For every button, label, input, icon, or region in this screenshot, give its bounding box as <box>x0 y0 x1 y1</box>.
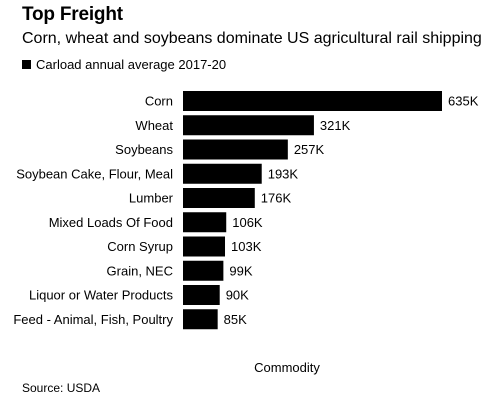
category-label: Feed - Animal, Fish, Poultry <box>13 312 173 327</box>
value-label: 321K <box>320 118 351 133</box>
value-label: 635K <box>448 94 479 109</box>
bar <box>183 309 218 330</box>
value-label: 90K <box>226 288 249 303</box>
category-label: Liquor or Water Products <box>29 288 174 303</box>
source-note: Source: USDA <box>22 381 101 395</box>
legend: Carload annual average 2017-20 <box>22 57 226 72</box>
category-label: Corn Syrup <box>107 239 173 254</box>
category-label: Soybean Cake, Flour, Meal <box>16 166 173 181</box>
bar <box>183 188 255 208</box>
chart-title: Top Freight <box>22 4 123 25</box>
category-label: Grain, NEC <box>107 263 173 278</box>
value-label: 176K <box>261 191 292 206</box>
value-label: 103K <box>231 239 262 254</box>
bar <box>183 212 227 233</box>
bar <box>183 91 442 111</box>
value-label: 99K <box>229 263 252 278</box>
category-label: Soybeans <box>115 142 173 157</box>
legend-label: Carload annual average 2017-20 <box>36 57 227 72</box>
bar <box>183 115 314 136</box>
bar <box>183 236 226 257</box>
value-label: 193K <box>268 166 299 181</box>
x-axis-label: Commodity <box>254 360 320 375</box>
value-label: 257K <box>294 142 325 157</box>
chart-subtitle: Corn, wheat and soybeans dominate US agr… <box>22 30 482 47</box>
bar <box>183 163 262 184</box>
category-label: Corn <box>145 94 173 109</box>
legend-swatch <box>22 60 31 69</box>
bars-group: Corn 635K Wheat 321K Soybeans 257K Soybean Cak… <box>13 91 479 330</box>
value-label: 85K <box>224 312 247 327</box>
category-label: Wheat <box>135 118 173 133</box>
bar <box>183 260 224 281</box>
value-label: 106K <box>232 215 263 230</box>
category-label: Mixed Loads Of Food <box>49 215 173 230</box>
category-label: Lumber <box>129 191 174 206</box>
bar <box>183 139 288 160</box>
bar <box>183 285 220 305</box>
